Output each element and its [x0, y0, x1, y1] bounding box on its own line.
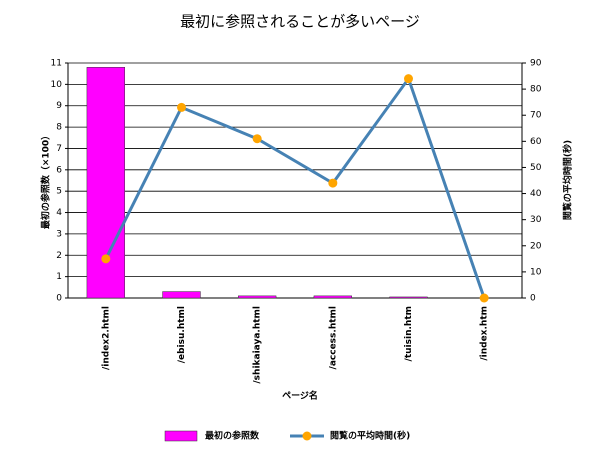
y-tick-label: 11: [51, 59, 62, 69]
legend-marker: [302, 431, 312, 441]
x-tick-label: /ebisu.html: [177, 306, 187, 363]
y2-tick-label: 60: [530, 137, 542, 147]
y2-tick-label: 0: [530, 294, 536, 304]
y-tick-label: 2: [56, 251, 62, 261]
line-marker: [479, 293, 489, 303]
y-tick-label: 9: [56, 101, 62, 111]
line-marker: [101, 254, 111, 264]
y-tick-label: 8: [56, 123, 62, 133]
y-tick-label: 0: [56, 294, 62, 304]
y-tick-label: 5: [56, 187, 62, 197]
bar: [162, 291, 201, 299]
y2-tick-label: 10: [530, 267, 542, 277]
y-axis-label: 最初の参照数（×100）: [40, 131, 52, 229]
y-tick-label: 10: [51, 80, 63, 90]
x-tick-label: /index2.html: [101, 306, 111, 370]
y2-tick-label: 70: [530, 111, 542, 121]
bar: [389, 296, 428, 299]
x-tick-label: /tuisin.htm: [404, 306, 414, 361]
y-tick-label: 7: [56, 144, 62, 154]
legend-label: 最初の参照数: [205, 430, 260, 442]
x-tick-label: /index.htm: [480, 306, 490, 361]
y2-tick-label: 30: [530, 215, 542, 225]
y-tick-label: 3: [56, 229, 62, 239]
line-marker: [177, 102, 186, 112]
y-tick-label: 6: [56, 165, 62, 175]
line-marker: [404, 74, 413, 84]
line-marker: [328, 178, 338, 188]
y-tick-label: 4: [56, 208, 62, 218]
y2-tick-label: 90: [530, 59, 542, 69]
y-tick-label: 1: [56, 272, 62, 282]
y2-tick-label: 50: [530, 163, 542, 173]
bar: [313, 295, 352, 299]
x-tick-label: /shikaiaya.html: [253, 306, 263, 384]
x-axis-label: ページ名: [282, 390, 318, 402]
bar: [86, 67, 125, 299]
legend-label: 閲覧の平均時間(秒): [330, 430, 410, 442]
bar: [238, 295, 277, 299]
legend-swatch: [164, 430, 198, 442]
y2-axis-label: 閲覧の平均時間(秒): [562, 140, 574, 220]
line: [104, 75, 486, 299]
y2-tick-label: 40: [530, 189, 542, 199]
x-tick-label: /access.html: [328, 306, 338, 369]
y2-tick-label: 80: [530, 85, 542, 95]
y2-tick-label: 20: [530, 241, 542, 251]
line-marker: [252, 134, 262, 144]
chart-title: 最初に参照されることが多いページ: [180, 13, 420, 31]
